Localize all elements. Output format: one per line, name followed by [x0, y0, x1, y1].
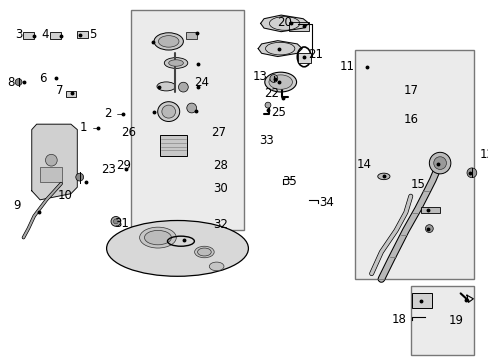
Text: 12: 12: [478, 148, 488, 161]
Text: 30: 30: [212, 183, 227, 195]
Polygon shape: [258, 41, 302, 57]
Text: 2: 2: [104, 107, 111, 120]
Text: 5: 5: [89, 28, 97, 41]
Bar: [23, 32, 34, 39]
Circle shape: [428, 152, 450, 174]
Bar: [185, 32, 196, 39]
Circle shape: [76, 173, 83, 181]
Text: 21: 21: [307, 48, 323, 60]
Text: 9: 9: [13, 199, 20, 212]
Bar: [354, 50, 473, 279]
Text: 10: 10: [58, 189, 72, 202]
Text: 17: 17: [403, 84, 418, 97]
Ellipse shape: [158, 36, 179, 47]
Circle shape: [269, 75, 277, 82]
Circle shape: [425, 225, 432, 233]
Bar: [77, 31, 88, 38]
Polygon shape: [32, 124, 77, 200]
Text: 7: 7: [56, 84, 63, 96]
Text: 11: 11: [339, 60, 354, 73]
Text: 29: 29: [116, 159, 131, 172]
Text: 23: 23: [102, 163, 116, 176]
Circle shape: [45, 154, 57, 166]
Bar: [50, 32, 61, 39]
Text: 6: 6: [39, 72, 46, 85]
Circle shape: [186, 103, 196, 113]
Text: 34: 34: [319, 196, 333, 209]
Text: 20: 20: [277, 16, 292, 29]
Bar: [411, 293, 431, 308]
Bar: [288, 22, 308, 31]
Text: 33: 33: [259, 134, 273, 147]
Circle shape: [113, 219, 118, 224]
Ellipse shape: [140, 227, 176, 248]
Bar: [298, 53, 310, 63]
Text: 4: 4: [41, 28, 49, 41]
Text: 8: 8: [7, 76, 15, 89]
Text: 19: 19: [447, 314, 463, 327]
Ellipse shape: [197, 248, 211, 256]
Text: 27: 27: [211, 126, 226, 139]
Ellipse shape: [168, 60, 183, 66]
Text: 24: 24: [194, 76, 209, 89]
Text: 15: 15: [410, 178, 425, 191]
Text: 32: 32: [213, 218, 227, 231]
Text: 35: 35: [282, 175, 297, 188]
Bar: [410, 286, 473, 355]
Circle shape: [15, 78, 22, 86]
Ellipse shape: [144, 230, 171, 245]
Text: 13: 13: [253, 70, 267, 83]
Ellipse shape: [157, 102, 180, 122]
Bar: [131, 10, 243, 230]
Ellipse shape: [164, 58, 187, 68]
Polygon shape: [260, 15, 308, 32]
Ellipse shape: [162, 105, 175, 118]
Ellipse shape: [264, 72, 296, 92]
Text: 22: 22: [263, 87, 278, 100]
Text: 26: 26: [121, 126, 136, 139]
Circle shape: [466, 168, 476, 178]
Bar: [160, 135, 187, 156]
Circle shape: [111, 216, 121, 226]
Circle shape: [178, 82, 188, 92]
Text: 14: 14: [356, 158, 371, 171]
Text: 28: 28: [212, 159, 227, 172]
Ellipse shape: [194, 246, 214, 258]
Bar: [40, 167, 62, 182]
Ellipse shape: [377, 173, 389, 180]
Ellipse shape: [106, 220, 248, 276]
Bar: [65, 91, 76, 97]
Text: 16: 16: [403, 113, 418, 126]
Circle shape: [433, 157, 446, 170]
Text: 31: 31: [114, 217, 128, 230]
Circle shape: [264, 102, 270, 108]
Text: 25: 25: [271, 106, 285, 119]
Ellipse shape: [154, 33, 183, 50]
Text: 1: 1: [80, 121, 87, 134]
Text: 3: 3: [15, 28, 22, 41]
Text: 18: 18: [391, 313, 406, 326]
Bar: [420, 207, 439, 213]
Ellipse shape: [209, 262, 224, 271]
Ellipse shape: [268, 75, 292, 89]
Ellipse shape: [157, 82, 175, 91]
